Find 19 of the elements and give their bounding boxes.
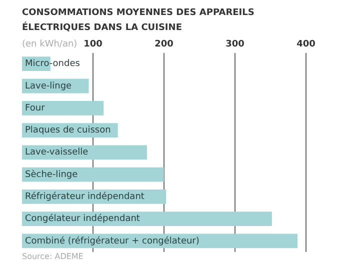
annotation: Source: ADEME [22,252,84,261]
bar [22,145,147,160]
y-tick-label: Lave-linge [25,81,72,92]
bar [22,100,104,116]
y-tick-label: Congélateur indépendant [25,213,140,224]
x-tick-label: 200 [154,40,174,50]
x-tick-label: 300 [226,40,244,50]
x-tick-label: 400 [296,40,316,50]
y-tick-label: Four [25,103,46,114]
y-tick-label: Micro-ondes [25,59,80,70]
y-tick-label: Combiné (réfrigérateur + congélateur) [25,235,200,246]
bar [22,212,272,226]
y-tick-label: Sèche-linge [25,168,78,180]
y-tick-label: Plaques de cuisson [25,126,111,136]
y-tick-label: Réfrigérateur indépendant [25,191,145,202]
y-tick-label: Lave-vaisselle [25,148,89,158]
x-tick-label: 100 [84,40,102,50]
x-axis-title: (en kWh/an) [22,40,78,50]
chart-title: CONSOMMATIONS MOYENNES DES APPAREILS ÉLECTRIQUES DANS LA CUISINE [22,7,256,35]
